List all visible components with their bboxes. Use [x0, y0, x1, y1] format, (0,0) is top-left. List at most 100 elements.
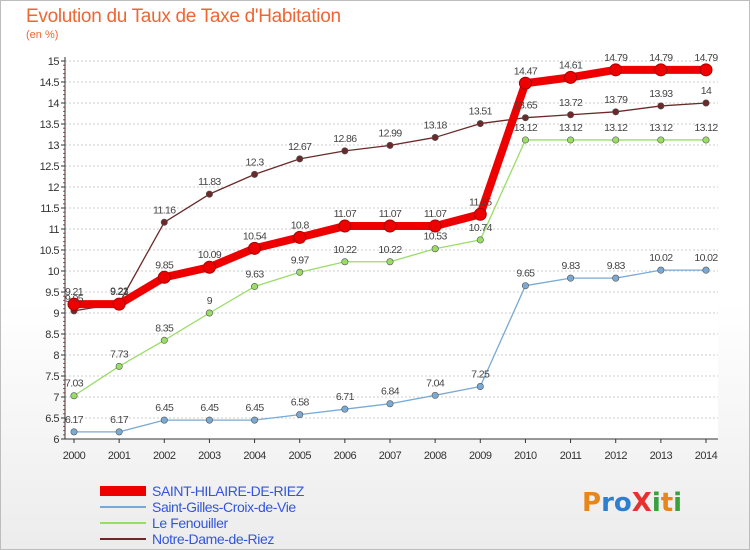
data-label: 14.79 [649, 52, 673, 64]
x-tick-label: 2006 [334, 450, 357, 462]
data-label: 12.3 [246, 156, 265, 168]
data-label: 10.74 [469, 222, 493, 234]
data-point [205, 416, 213, 424]
y-tick-label: 11.5 [40, 203, 59, 215]
x-tick-label: 2013 [650, 450, 673, 462]
x-tick-label: 2000 [63, 450, 86, 462]
y-tick-label: 8 [53, 350, 59, 362]
data-point [341, 147, 349, 155]
data-label: 11.16 [153, 204, 176, 216]
legend-item-notre-dame[interactable]: Notre-Dame-de-Riez [100, 531, 304, 547]
data-label: 7.25 [471, 369, 490, 381]
data-point [431, 391, 439, 399]
data-label: 13.12 [604, 122, 628, 134]
data-point [657, 102, 665, 110]
data-point [70, 392, 78, 400]
legend-label-saint-hilaire: SAINT-HILAIRE-DE-RIEZ [152, 483, 304, 499]
data-point [160, 336, 168, 344]
x-tick-label: 2008 [424, 450, 447, 462]
data-point [341, 258, 349, 266]
data-point [160, 416, 168, 424]
data-point [473, 207, 487, 221]
y-tick-label: 9.5 [45, 287, 59, 299]
data-point [654, 63, 668, 77]
data-label: 14.79 [694, 52, 718, 64]
legend-swatch-saint-hilaire [100, 486, 146, 496]
data-label: 6.58 [291, 397, 310, 409]
data-point [521, 282, 529, 290]
data-point [386, 400, 394, 408]
data-label: 9.97 [291, 254, 310, 266]
data-label: 11.83 [198, 176, 221, 188]
data-point [296, 155, 304, 163]
data-point [518, 76, 532, 90]
data-label: 6.45 [200, 402, 219, 414]
data-point [564, 70, 578, 84]
x-tick-label: 2002 [153, 450, 176, 462]
y-tick-label: 15 [48, 56, 60, 68]
proxiti-logo: ProXiti [582, 488, 683, 518]
data-point [386, 141, 394, 149]
data-point [338, 219, 352, 233]
data-label: 11.07 [424, 208, 447, 220]
y-tick-label: 7 [53, 392, 59, 404]
data-label: 9.05 [65, 293, 84, 305]
data-point [657, 136, 665, 144]
data-point [612, 108, 620, 116]
data-label: 13.65 [514, 100, 538, 112]
legend-item-le-fenouiller[interactable]: Le Fenouiller [100, 515, 304, 531]
data-point [160, 218, 168, 226]
data-label: 6.84 [381, 386, 400, 398]
data-point [702, 99, 710, 107]
data-point [248, 241, 262, 255]
data-label: 13.12 [559, 122, 583, 134]
data-point [383, 219, 397, 233]
data-label: 9 [207, 295, 213, 307]
y-tick-label: 6 [53, 434, 59, 446]
data-label: 9.65 [516, 268, 535, 280]
x-tick-label: 2003 [198, 450, 221, 462]
data-point [567, 136, 575, 144]
data-point [341, 405, 349, 413]
y-tick-label: 12 [48, 182, 60, 194]
data-label: 7.04 [426, 377, 445, 389]
legend-item-saint-gilles[interactable]: Saint-Gilles-Croix-de-Vie [100, 499, 304, 515]
data-point [476, 120, 484, 128]
data-label: 11.35 [469, 196, 492, 208]
x-tick-label: 2012 [604, 450, 627, 462]
x-tick-label: 2014 [695, 450, 718, 462]
data-label: 9.63 [246, 269, 265, 281]
x-tick-label: 2005 [288, 450, 311, 462]
data-label: 10.8 [291, 219, 310, 231]
data-point [296, 268, 304, 276]
data-label: 10.54 [243, 230, 267, 242]
data-label: 6.45 [246, 402, 265, 414]
data-point [205, 190, 213, 198]
data-label: 10.02 [694, 252, 718, 264]
data-label: 14 [701, 85, 712, 97]
data-point [115, 362, 123, 370]
y-tick-label: 10.5 [40, 245, 60, 257]
data-label: 14.79 [604, 52, 628, 64]
data-label: 7.03 [65, 378, 84, 390]
data-point [609, 63, 623, 77]
y-tick-label: 14 [48, 98, 60, 110]
data-point [567, 111, 575, 119]
legend-item-saint-hilaire[interactable]: SAINT-HILAIRE-DE-RIEZ [100, 483, 304, 499]
x-tick-label: 2001 [108, 450, 131, 462]
y-tick-label: 7.5 [45, 371, 59, 383]
y-tick-label: 14.5 [40, 77, 60, 89]
data-label: 13.12 [649, 122, 673, 134]
data-point [431, 245, 439, 253]
data-label: 9.23 [110, 285, 129, 297]
data-label: 10.22 [378, 244, 402, 256]
data-label: 8.35 [155, 322, 174, 334]
data-label: 9.83 [562, 260, 581, 272]
legend-label-saint-gilles: Saint-Gilles-Croix-de-Vie [152, 499, 296, 515]
data-point [567, 274, 575, 282]
y-tick-label: 11 [49, 224, 60, 236]
data-point [115, 428, 123, 436]
data-point [293, 230, 307, 244]
x-tick-label: 2010 [514, 450, 537, 462]
